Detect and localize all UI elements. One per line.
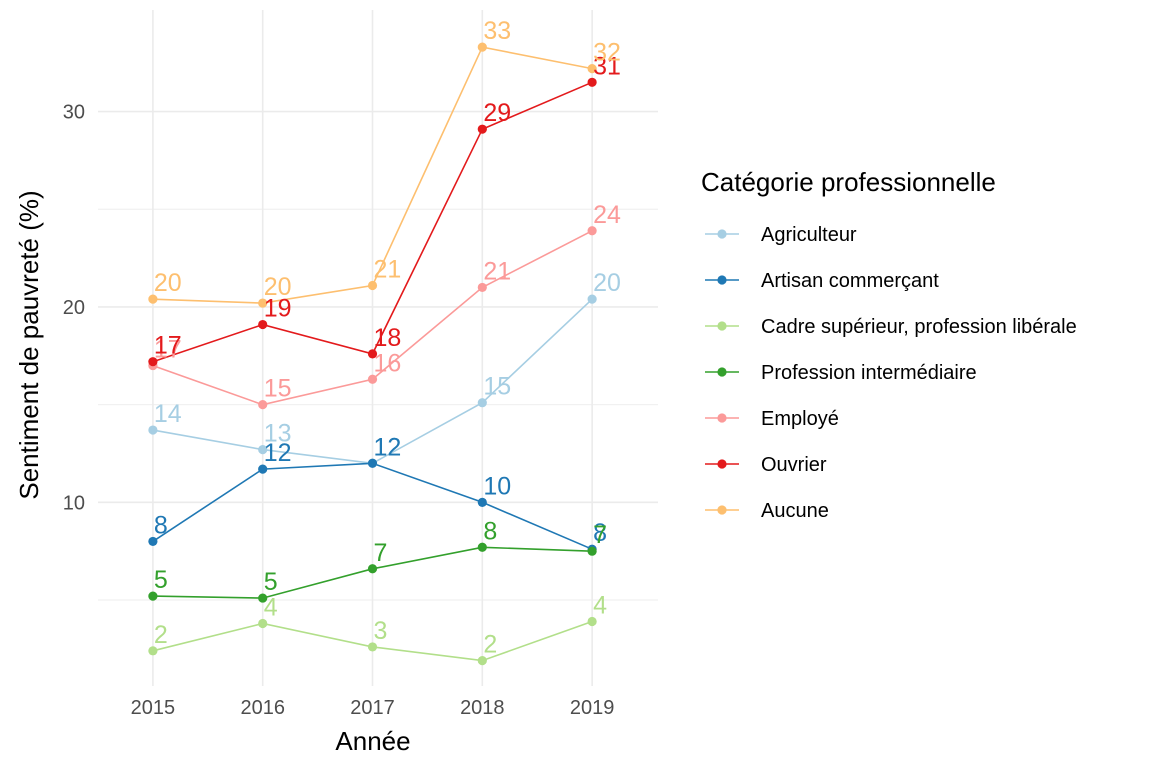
y-axis-title: Sentiment de pauvreté (%) (14, 190, 44, 499)
data-point (587, 294, 597, 304)
data-label: 32 (593, 39, 621, 67)
x-tick-label: 2017 (350, 697, 395, 719)
data-point (587, 64, 597, 74)
data-label: 17 (154, 332, 182, 360)
data-label: 8 (483, 517, 497, 545)
legend-key-point (717, 321, 727, 331)
data-point (477, 656, 487, 666)
x-tick-label: 2019 (570, 697, 615, 719)
data-point (148, 294, 158, 304)
legend-key-point (717, 229, 727, 239)
data-point (367, 642, 378, 652)
data-label: 15 (483, 373, 511, 401)
data-label: 21 (374, 255, 402, 283)
legend-label: Ouvrier (761, 454, 827, 476)
data-point (148, 425, 158, 435)
x-tick-label: 2015 (131, 697, 176, 719)
data-label: 15 (264, 375, 292, 403)
data-label: 18 (374, 324, 402, 352)
legend-title: Catégorie professionnelle (701, 167, 996, 197)
data-label: 4 (593, 592, 607, 620)
x-axis-ticks: 2015 2016 2017 2018 2019 (131, 697, 615, 719)
legend-items: Agriculteur Artisan commerçant Cadre supér… (705, 224, 1077, 522)
data-label: 4 (264, 593, 278, 621)
data-point (477, 497, 487, 507)
data-point (148, 591, 158, 601)
y-axis-ticks: 10 20 30 (63, 102, 85, 515)
y-tick-label: 10 (63, 492, 85, 514)
x-axis-title: Année (335, 726, 410, 756)
data-label: 20 (264, 273, 292, 301)
legend-label: Employé (761, 408, 839, 430)
data-label: 33 (483, 17, 511, 45)
data-point (258, 298, 268, 308)
legend-label: Cadre supérieur, profession libérale (761, 316, 1077, 338)
data-point (258, 593, 268, 603)
data-label: 20 (593, 269, 621, 297)
data-point (367, 374, 378, 384)
data-point (367, 349, 378, 359)
data-point (477, 282, 487, 293)
data-point (148, 646, 158, 656)
data-point (148, 536, 158, 547)
data-label: 20 (154, 269, 182, 297)
x-tick-label: 2018 (460, 697, 505, 719)
legend-key-point (717, 505, 727, 515)
data-label: 12 (374, 433, 402, 461)
legend-label: Aucune (761, 500, 829, 522)
data-label: 29 (483, 99, 511, 127)
data-label: 3 (374, 617, 388, 645)
data-label: 14 (154, 400, 182, 428)
data-point (258, 400, 268, 410)
legend: Catégorie professionnelle Agriculteur Art… (701, 167, 1077, 522)
legend-label: Artisan commerçant (761, 270, 939, 292)
data-label: 7 (374, 539, 388, 567)
data-label: 13 (264, 420, 292, 448)
data-point (258, 464, 268, 474)
legend-key-point (717, 413, 727, 423)
data-label: 10 (483, 472, 511, 500)
data-point (258, 319, 268, 330)
data-points (148, 42, 597, 666)
legend-key-point (717, 367, 727, 377)
data-label: 31 (593, 52, 621, 80)
data-label: 2 (154, 621, 168, 649)
data-point (367, 458, 378, 468)
data-label: 8 (154, 511, 168, 539)
data-point (148, 357, 158, 367)
data-label: 21 (483, 257, 511, 285)
data-point (587, 226, 597, 236)
data-label: 2 (483, 631, 497, 659)
legend-label: Agriculteur (761, 224, 857, 246)
data-point (587, 546, 597, 556)
data-point (477, 542, 487, 552)
data-label: 8 (593, 519, 607, 547)
y-tick-label: 20 (63, 297, 85, 319)
data-point (258, 618, 268, 629)
y-tick-label: 30 (63, 102, 85, 124)
data-label: 16 (374, 349, 402, 377)
data-label: 19 (264, 295, 292, 323)
legend-key-point (717, 459, 727, 469)
data-label: 24 (593, 201, 621, 229)
legend-label: Profession intermédiaire (761, 362, 977, 384)
data-point (477, 42, 487, 52)
data-label: 12 (264, 439, 292, 467)
data-point (587, 616, 597, 627)
data-label: 7 (593, 521, 607, 549)
data-point (477, 124, 487, 134)
legend-key-point (717, 275, 727, 285)
data-point (367, 280, 378, 291)
data-point (367, 564, 378, 574)
data-label: 17 (154, 336, 182, 364)
data-point (587, 77, 597, 87)
x-tick-label: 2016 (240, 697, 285, 719)
data-label: 5 (154, 566, 168, 594)
data-label: 5 (264, 568, 278, 596)
data-label: 12 (374, 433, 402, 461)
data-point (477, 398, 487, 408)
data-point (258, 444, 268, 455)
